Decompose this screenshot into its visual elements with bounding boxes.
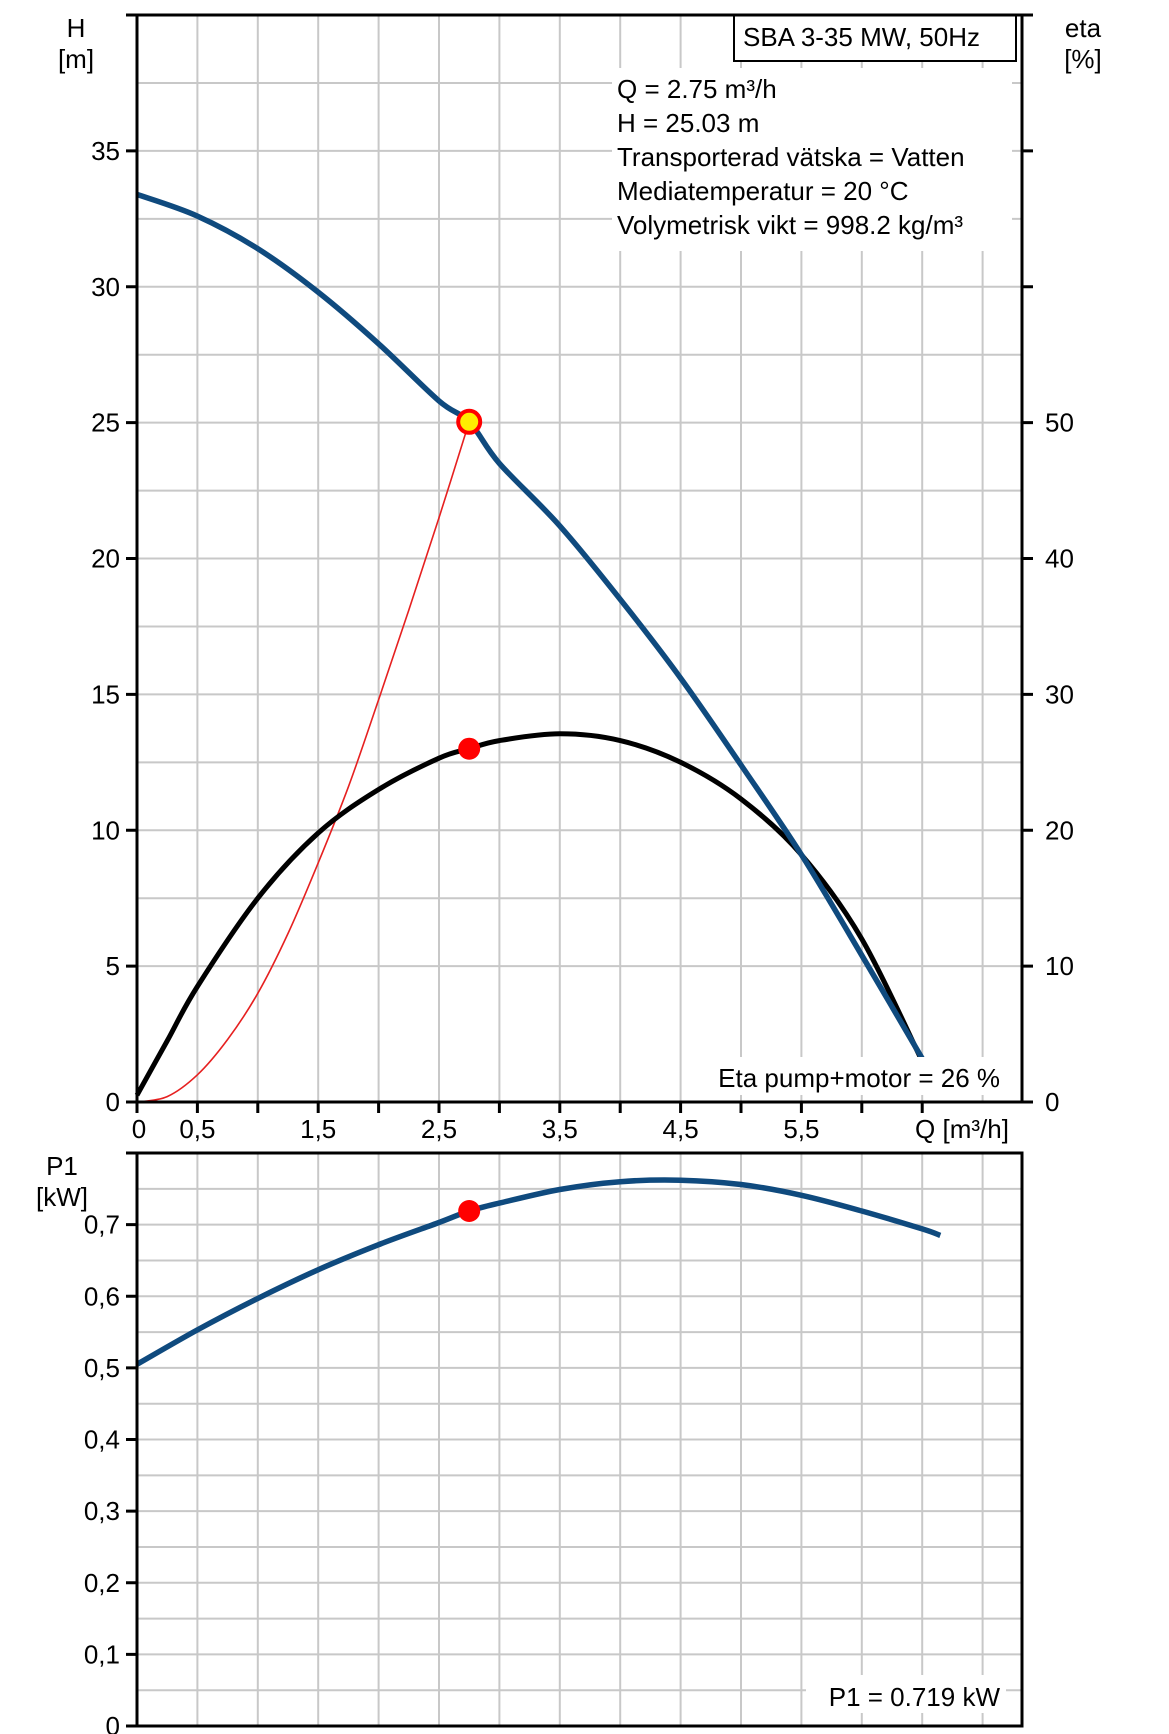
x-tick-label: 1,5 bbox=[300, 1114, 336, 1144]
y2-tick-label: 30 bbox=[1045, 679, 1074, 709]
y2-tick-label: 10 bbox=[1045, 951, 1074, 981]
y-tick-label: 5 bbox=[106, 951, 120, 981]
p1-tick-label: 0,4 bbox=[84, 1425, 120, 1455]
info-lines: Q = 2.75 m³/h H = 25.03 m Transporterad … bbox=[612, 68, 1012, 251]
p1-note: P1 = 0.719 kW bbox=[829, 1682, 1001, 1712]
system-curve-line bbox=[136, 421, 470, 1103]
x-tick-label: 0,5 bbox=[179, 1114, 215, 1144]
x-tick-label: 2,5 bbox=[421, 1114, 457, 1144]
p1-axis-title-unit: [kW] bbox=[36, 1182, 88, 1212]
info-line-temperature: Mediatemperatur = 20 °C bbox=[617, 176, 908, 206]
p1-curve-line bbox=[135, 1177, 942, 1367]
p1-tick-label: 0,5 bbox=[84, 1353, 120, 1383]
y-tick-label: 15 bbox=[91, 679, 120, 709]
info-line-density: Volymetrisk vikt = 998.2 kg/m³ bbox=[617, 210, 963, 240]
eta-curve-line bbox=[134, 731, 925, 1097]
model-label: SBA 3-35 MW, 50Hz bbox=[743, 22, 980, 52]
y-tick-label: 35 bbox=[91, 136, 120, 166]
x-tick-label: 3,5 bbox=[542, 1114, 578, 1144]
p1-tick-label: 0,6 bbox=[84, 1281, 120, 1311]
y2-axis-title-unit: [%] bbox=[1064, 44, 1102, 74]
y2-tick-label: 50 bbox=[1045, 408, 1074, 438]
model-box bbox=[733, 14, 1017, 62]
bottom-grid bbox=[137, 1153, 1022, 1726]
bottom-tick-labels: 0 0,1 0,2 0,3 0,4 0,5 0,6 0,7 bbox=[84, 1210, 120, 1734]
y-axis-title-symbol: H bbox=[67, 13, 86, 43]
head-curve-line bbox=[136, 191, 925, 1060]
y2-tick-label: 0 bbox=[1045, 1087, 1059, 1117]
y-tick-label: 20 bbox=[91, 544, 120, 574]
info-line-head: H = 25.03 m bbox=[617, 108, 759, 138]
bottom-ticks bbox=[126, 1151, 137, 1728]
p1-tick-label: 0,3 bbox=[84, 1496, 120, 1526]
y-tick-label: 30 bbox=[91, 272, 120, 302]
x-axis-title: Q [m³/h] bbox=[915, 1114, 1009, 1144]
p1-tick-label: 0,7 bbox=[84, 1210, 120, 1240]
y-tick-label: 0 bbox=[106, 1087, 120, 1117]
p1-tick-label: 0,2 bbox=[84, 1568, 120, 1598]
y2-tick-label: 20 bbox=[1045, 815, 1074, 845]
info-line-flow: Q = 2.75 m³/h bbox=[617, 74, 777, 104]
top-ticks bbox=[126, 13, 1033, 1113]
y2-tick-label: 40 bbox=[1045, 544, 1074, 574]
p1-note-bg bbox=[806, 1675, 1006, 1713]
p1-axis-title-symbol: P1 bbox=[46, 1151, 78, 1181]
bottom-series bbox=[135, 1177, 942, 1367]
eta-note: Eta pump+motor = 26 % bbox=[718, 1063, 1000, 1093]
bottom-frame bbox=[135, 1151, 1024, 1728]
x-tick-label: 0 bbox=[132, 1114, 146, 1144]
p1-tick-label: 0 bbox=[106, 1711, 120, 1734]
y2-axis-title-symbol: eta bbox=[1065, 13, 1102, 43]
top-series bbox=[134, 191, 925, 1103]
p1-duty-point bbox=[458, 1200, 481, 1223]
duty-point bbox=[456, 408, 483, 435]
p1-tick-label: 0,1 bbox=[84, 1639, 120, 1669]
y-tick-label: 10 bbox=[91, 815, 120, 845]
top-tick-labels: 0 5 10 15 20 25 30 35 0 10 20 30 40 50 0 0,5 1,5 2,5 3,5 4,… bbox=[91, 136, 1074, 1144]
eta-note-bg bbox=[686, 1057, 1006, 1095]
y-axis-title-unit: [m] bbox=[58, 44, 94, 74]
x-tick-label: 4,5 bbox=[663, 1114, 699, 1144]
y-tick-label: 25 bbox=[91, 408, 120, 438]
eta-duty-point bbox=[458, 737, 481, 760]
info-line-liquid: Transporterad vätska = Vatten bbox=[617, 142, 965, 172]
top-frame bbox=[135, 13, 1024, 1104]
x-tick-label: 5,5 bbox=[783, 1114, 819, 1144]
